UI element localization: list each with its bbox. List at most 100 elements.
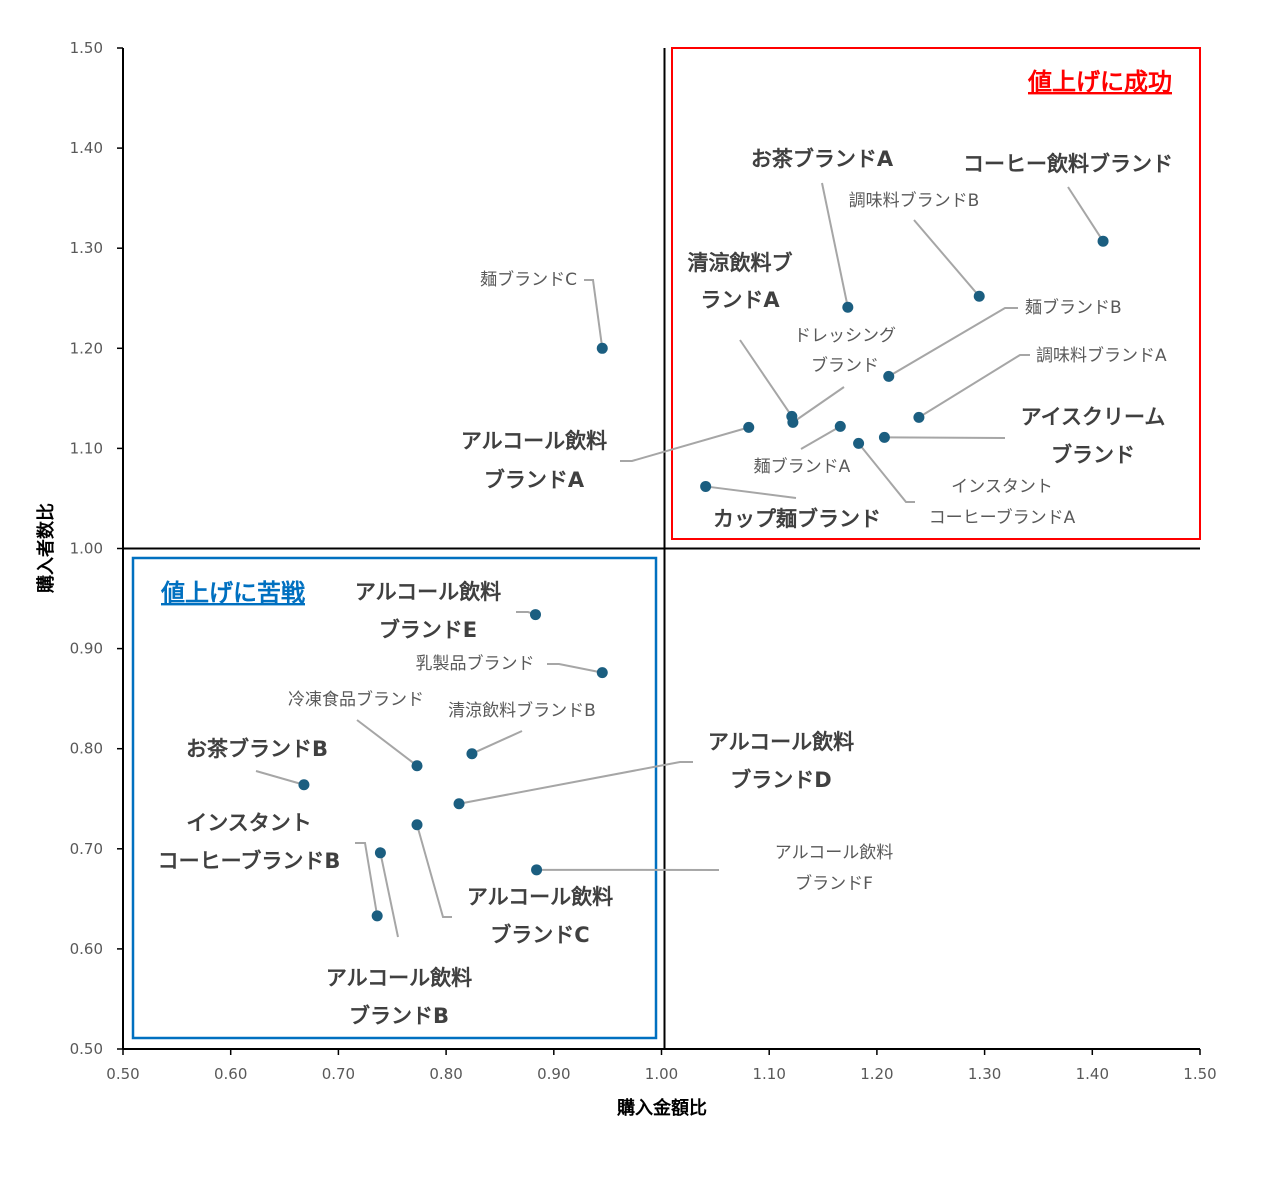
data-label: カップ麺ブランド: [713, 507, 881, 531]
data-label: ブランドC: [490, 923, 589, 947]
axes: 0.50 0.60 0.70 0.80 0.90 1.00 1.10 1.20 1.30 1.40…: [70, 39, 1217, 1083]
leader-lines: [255, 182, 1104, 938]
data-point[interactable]: [913, 411, 925, 423]
data-point[interactable]: [453, 798, 465, 810]
leader-line: [1067, 186, 1104, 242]
leader-line: [884, 436, 1006, 439]
x-tick-label: 1.30: [968, 1065, 1001, 1083]
leader-line: [620, 426, 750, 462]
data-label: コーヒー飲料ブランド: [963, 152, 1173, 176]
y-tick-label: 0.80: [70, 740, 103, 758]
data-label: 調味料ブランドA: [1036, 345, 1167, 366]
data-label: ブランド: [811, 355, 879, 376]
data-point[interactable]: [374, 847, 386, 859]
data-point[interactable]: [883, 370, 895, 382]
leader-line: [255, 770, 305, 786]
y-tick-label: 0.90: [70, 640, 103, 658]
y-tick-label: 1.00: [70, 540, 103, 558]
data-point[interactable]: [787, 416, 799, 428]
data-label: コーヒーブランドA: [929, 507, 1076, 528]
data-label: お茶ブランドA: [751, 147, 894, 171]
x-tick-label: 0.50: [106, 1065, 139, 1083]
x-tick-label: 0.90: [537, 1065, 570, 1083]
x-tick-label: 1.20: [860, 1065, 893, 1083]
data-label: 乳製品ブランド: [416, 653, 535, 674]
struggle-quadrant-box: [131, 556, 658, 1040]
data-label: ドレッシング: [794, 326, 896, 346]
leader-line: [888, 307, 1018, 378]
success-quadrant-box: [671, 47, 1201, 540]
data-point[interactable]: [853, 437, 865, 449]
data-point[interactable]: [834, 420, 846, 432]
data-label: ランドA: [700, 288, 780, 312]
data-label: アルコール飲料: [326, 966, 472, 990]
struggle-annotation: 値上げに苦戦: [160, 579, 305, 607]
data-label: ブランドD: [730, 768, 831, 792]
x-tick-label: 1.50: [1183, 1065, 1216, 1083]
data-point[interactable]: [531, 864, 543, 876]
leader-line: [739, 339, 793, 417]
x-tick-label: 1.40: [1076, 1065, 1109, 1083]
data-label: アルコール飲料: [355, 580, 501, 604]
data-point[interactable]: [596, 342, 608, 354]
x-tick-label: 1.00: [645, 1065, 678, 1083]
leader-line: [471, 730, 523, 755]
leader-line: [547, 663, 603, 674]
data-label: ブランドB: [349, 1004, 449, 1028]
data-point[interactable]: [842, 301, 854, 313]
data-points: [298, 235, 1109, 922]
data-label: お茶ブランドB: [186, 737, 328, 761]
y-tick-label: 1.50: [70, 39, 103, 57]
data-point[interactable]: [1097, 235, 1109, 247]
data-point[interactable]: [298, 779, 310, 791]
x-tick-label: 0.80: [429, 1065, 462, 1083]
data-point[interactable]: [878, 431, 890, 443]
data-label: ブランドE: [379, 618, 477, 642]
data-label: アルコール飲料: [467, 885, 613, 909]
x-tick-label: 0.60: [214, 1065, 247, 1083]
data-label: 麺ブランドB: [1025, 297, 1122, 318]
leader-line: [918, 354, 1030, 419]
data-label: アルコール飲料: [461, 429, 607, 453]
data-label: 冷凍食品ブランド: [288, 689, 424, 710]
data-label: コーヒーブランドB: [158, 849, 341, 873]
data-point[interactable]: [973, 290, 985, 302]
data-point[interactable]: [529, 609, 541, 621]
data-label: 清涼飲料ブ: [688, 251, 793, 275]
data-label: 清涼飲料ブランドB: [448, 700, 596, 721]
leader-line: [356, 719, 418, 767]
leader-line: [355, 842, 379, 917]
x-tick-label: 1.10: [752, 1065, 785, 1083]
y-axis-title: 購入者数比: [35, 503, 57, 594]
y-tick-label: 0.50: [70, 1040, 103, 1058]
y-tick-label: 1.30: [70, 239, 103, 257]
leader-line: [792, 386, 845, 424]
data-label: アイスクリーム: [1021, 405, 1166, 429]
leader-line: [857, 442, 915, 503]
data-label: ブランド: [1051, 443, 1135, 467]
y-tick-label: 1.10: [70, 439, 103, 457]
leader-line: [584, 279, 604, 349]
leader-line: [416, 824, 452, 918]
data-point[interactable]: [596, 667, 608, 679]
data-point[interactable]: [411, 760, 423, 772]
x-tick-label: 0.70: [322, 1065, 355, 1083]
data-point[interactable]: [371, 910, 383, 922]
y-tick-label: 0.60: [70, 940, 103, 958]
x-axis-title: 購入金額比: [616, 1097, 707, 1119]
data-point[interactable]: [700, 480, 712, 492]
data-label: インスタント: [951, 477, 1053, 497]
data-label: インスタント: [186, 811, 312, 835]
data-label: アルコール飲料: [708, 730, 854, 754]
data-label: ブランドA: [484, 468, 585, 492]
y-tick-label: 1.40: [70, 139, 103, 157]
data-label: ブランドF: [795, 873, 873, 894]
y-tick-label: 0.70: [70, 840, 103, 858]
data-point[interactable]: [466, 748, 478, 760]
leader-line: [913, 219, 980, 297]
leader-line: [379, 852, 399, 938]
data-point[interactable]: [743, 421, 755, 433]
data-point[interactable]: [411, 819, 423, 831]
